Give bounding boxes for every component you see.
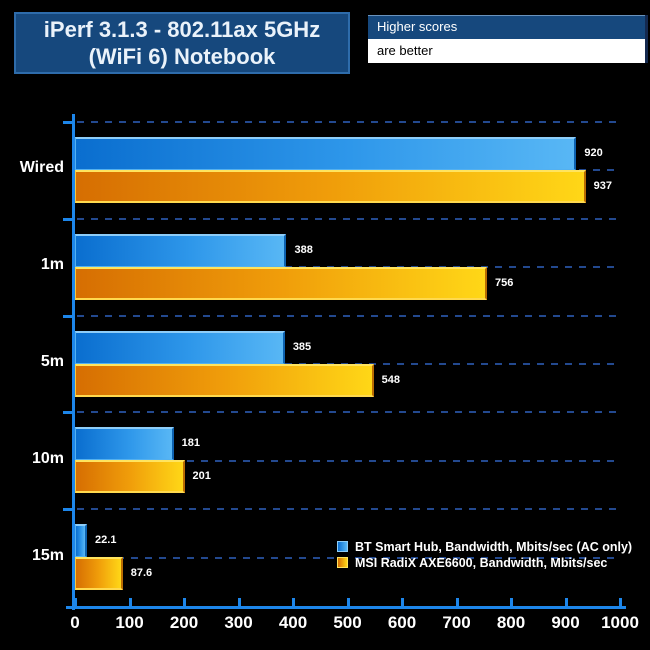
plot-area: 920 937 388 756 385 548 181 201 22.1 87.6	[63, 121, 620, 606]
x-axis-tick	[619, 598, 622, 606]
x-axis-tick	[346, 598, 350, 606]
category-label-15m: 15m	[31, 546, 64, 564]
bar-bt-smart-hub-wired	[75, 137, 577, 170]
x-axis-tick-label: 200	[169, 613, 199, 632]
category-label-1m: 1m	[40, 256, 64, 274]
legend-item-msi-radix: MSI RadiX AXE6600, Bandwidth, Mbits/sec	[337, 555, 632, 570]
bar-msi-radix-1m	[75, 266, 488, 300]
bar-value-label: 22.1	[95, 534, 117, 547]
y-axis-tick	[63, 508, 75, 512]
legend-swatch-blue	[337, 541, 348, 552]
x-axis-tick-label: 600	[387, 613, 417, 632]
bar-bt-smart-hub-5m	[75, 330, 285, 364]
bar-value-label: 937	[593, 180, 613, 192]
x-axis-tick-label: 400	[278, 613, 308, 632]
chart-title: iPerf 3.1.3 - 802.11ax 5GHz (WiFi 6) Not…	[14, 12, 350, 74]
x-axis-tick-label: 500	[333, 613, 362, 632]
score-note-line-2: are better	[368, 39, 645, 63]
title-line-1: iPerf 3.1.3 - 802.11ax 5GHz	[43, 17, 321, 42]
x-axis-tick	[128, 598, 132, 606]
bar-value-label: 385	[292, 340, 312, 353]
bar-value-label: 87.6	[130, 567, 153, 580]
x-axis	[66, 606, 626, 609]
y-axis-tick	[63, 217, 75, 221]
bar-value-label: 388	[294, 243, 313, 256]
title-line-2: (WiFi 6) Notebook	[88, 44, 276, 69]
category-label-10m: 10m	[31, 449, 64, 467]
category-axis-labels: Wired 1m 5m 10m 15m	[0, 122, 64, 606]
bar-bt-smart-hub-15m	[75, 524, 88, 558]
gridline-category-boundary	[63, 121, 620, 123]
bar-value-label: 920	[584, 147, 603, 159]
bar-msi-radix-5m	[75, 363, 374, 397]
x-axis-tick	[74, 598, 77, 606]
x-axis-tick	[564, 598, 568, 606]
bar-value-label: 181	[181, 437, 200, 450]
x-axis-tick-label: 0	[70, 613, 80, 632]
legend-label-bt-smart-hub: BT Smart Hub, Bandwidth, Mbits/sec (AC o…	[355, 539, 633, 554]
gridline-category-boundary	[63, 217, 620, 220]
legend-swatch-orange	[337, 557, 348, 568]
bar-value-label: 548	[381, 373, 401, 386]
gridline-category-boundary	[63, 411, 620, 414]
legend-label-msi-radix: MSI RadiX AXE6600, Bandwidth, Mbits/sec	[355, 555, 608, 570]
score-note: Higher scores are better	[368, 15, 648, 63]
gridline-category-mid	[75, 459, 620, 462]
y-axis-tick	[63, 314, 75, 318]
x-axis-tick	[455, 598, 459, 606]
x-axis-tick-label: 300	[224, 613, 253, 632]
x-axis-tick-label: 100	[115, 613, 144, 632]
category-label-5m: 5m	[40, 353, 64, 370]
x-axis-tick-label: 800	[496, 613, 526, 632]
gridline-category-boundary	[63, 314, 620, 317]
y-axis	[72, 114, 75, 610]
x-axis-tick-label: 900	[551, 613, 580, 632]
x-axis-tick	[183, 598, 186, 606]
legend: BT Smart Hub, Bandwidth, Mbits/sec (AC o…	[337, 539, 632, 571]
x-axis-tick	[401, 598, 404, 606]
x-axis-tick	[510, 598, 513, 606]
bar-bt-smart-hub-10m	[75, 427, 174, 461]
gridline-category-boundary	[63, 508, 620, 511]
bar-msi-radix-wired	[75, 170, 586, 203]
y-axis-tick	[63, 411, 75, 415]
legend-item-bt-smart-hub: BT Smart Hub, Bandwidth, Mbits/sec (AC o…	[337, 539, 632, 554]
x-axis-tick-label: 1000	[601, 613, 639, 632]
x-axis-tick-label: 700	[442, 613, 471, 632]
category-label-wired: Wired	[19, 159, 64, 177]
bar-bt-smart-hub-1m	[75, 233, 287, 267]
bar-value-label: 756	[495, 276, 514, 289]
y-axis-tick	[63, 121, 75, 124]
bar-msi-radix-15m	[75, 557, 123, 591]
bar-msi-radix-10m	[75, 460, 185, 494]
score-note-line-1: Higher scores	[368, 15, 645, 39]
bar-value-label: 201	[192, 470, 211, 483]
x-axis-tick	[237, 598, 241, 606]
x-axis-tick	[292, 598, 295, 606]
